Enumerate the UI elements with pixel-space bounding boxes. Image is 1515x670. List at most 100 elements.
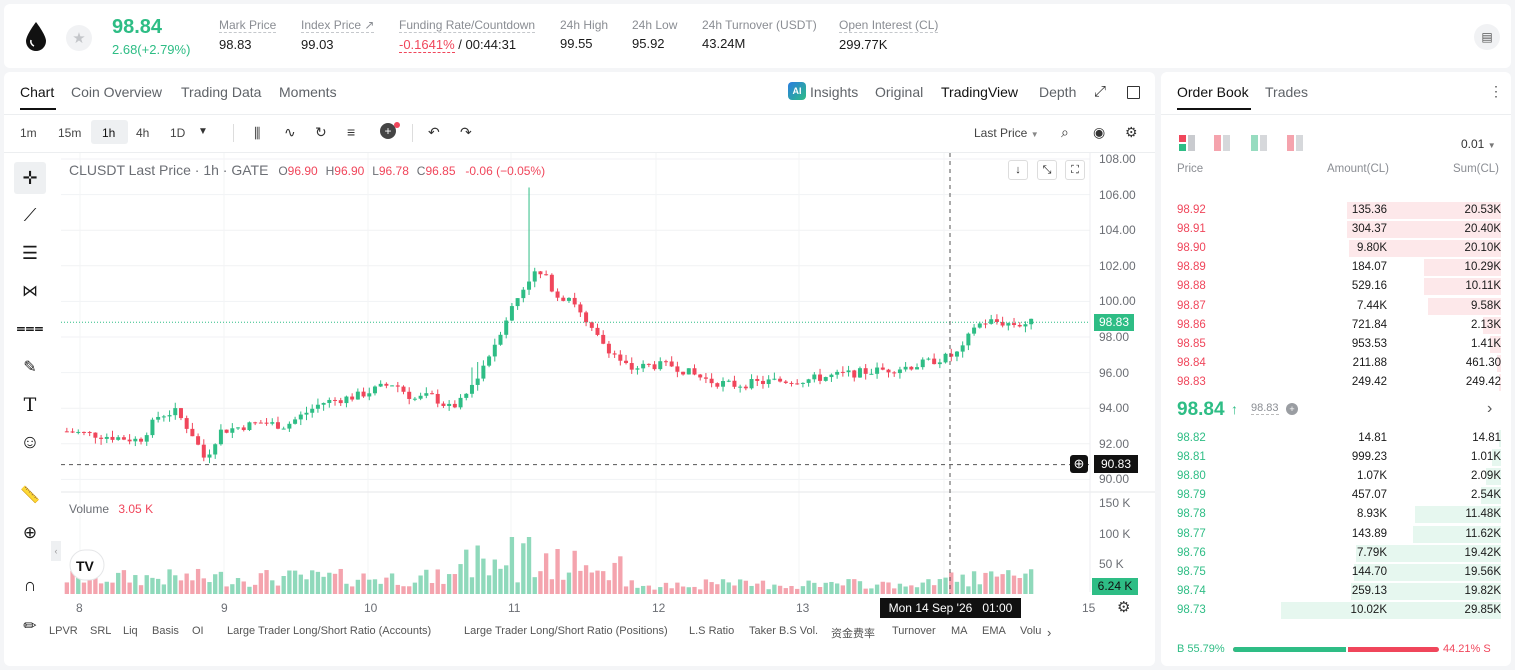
bid-row[interactable]: 98.77 143.89 11.62K [1161, 525, 1511, 544]
fullscreen-icon[interactable]: ⛶ [1065, 160, 1085, 180]
bid-row[interactable]: 98.78 8.93K 11.48K [1161, 505, 1511, 524]
ask-row[interactable]: 98.89 184.07 10.29K [1161, 258, 1511, 277]
indicator-ls-ratio[interactable]: L.S Ratio [689, 625, 735, 637]
tab-trades[interactable]: Trades [1265, 84, 1309, 100]
undo-icon[interactable]: ↶ [428, 124, 440, 140]
indicator-oi[interactable]: OI [192, 625, 204, 637]
tab-tradingview[interactable]: TradingView [941, 84, 1019, 100]
bid-row[interactable]: 98.74 259.13 19.82K [1161, 582, 1511, 601]
candle-type-icon[interactable]: ⫼ [254, 125, 261, 141]
timeframe-1d[interactable]: 1D [170, 126, 186, 140]
template-icon[interactable]: ≡ [347, 124, 356, 140]
bid-row[interactable]: 98.82 14.81 14.81 [1161, 429, 1511, 448]
bid-row[interactable]: 98.79 457.07 2.54K [1161, 486, 1511, 505]
order-amount: 211.88 [1352, 356, 1387, 369]
chevron-right-icon[interactable]: › [1047, 625, 1052, 640]
axis-settings-icon[interactable]: ⚙ [1117, 599, 1131, 616]
candle-body [133, 438, 138, 442]
text-tool-icon[interactable]: T [23, 394, 37, 416]
indicator-taker-vol[interactable]: Taker B.S Vol. [749, 625, 819, 637]
indicator-lt-ratio-positions[interactable]: Large Trader Long/Short Ratio (Positions… [464, 625, 668, 637]
view-asks-icon[interactable] [1214, 135, 1230, 151]
zoom-in-icon[interactable]: ⊕ [22, 523, 38, 542]
search-icon[interactable]: ⌕ [1061, 124, 1069, 140]
view-split-icon[interactable] [1287, 135, 1303, 151]
add-alert-plus-icon[interactable]: ⊕ [1070, 455, 1088, 473]
order-amount: 7.44K [1356, 299, 1387, 312]
more-icon[interactable]: ⋮ [1489, 83, 1503, 99]
scroll-to-end-icon[interactable]: ↓ [1008, 160, 1028, 180]
brush-icon[interactable]: ✎ [23, 359, 37, 376]
bid-row[interactable]: 98.80 1.07K 2.09K [1161, 467, 1511, 486]
tab-chart[interactable]: Chart [20, 84, 55, 100]
redo-icon[interactable]: ↷ [460, 124, 472, 140]
pencil-icon[interactable]: ✏ [23, 618, 37, 635]
ask-row[interactable]: 98.87 7.44K 9.58K [1161, 297, 1511, 316]
chevron-down-icon[interactable]: ▼ [198, 126, 208, 137]
ask-row[interactable]: 98.91 304.37 20.40K [1161, 220, 1511, 239]
ask-row[interactable]: 98.90 9.80K 20.10K [1161, 239, 1511, 258]
tab-order-book[interactable]: Order Book [1177, 84, 1249, 100]
bid-row[interactable]: 98.75 144.70 19.56K [1161, 563, 1511, 582]
stat-funding-rate: Funding Rate/Countdown -0.1641% / 00:44:… [399, 18, 536, 53]
depth-bar [1355, 544, 1501, 562]
indicator-volume[interactable]: Volu [1020, 625, 1042, 637]
favorite-star-icon[interactable]: ★ [66, 25, 92, 51]
order-price: 98.79 [1177, 489, 1206, 502]
fib-icon[interactable]: ⩶ [16, 320, 44, 337]
tab-depth[interactable]: Depth [1039, 84, 1077, 100]
indicator-turnover[interactable]: Turnover [892, 625, 936, 637]
settings-gear-icon[interactable]: ⚙ [1125, 124, 1138, 140]
timeframe-1m[interactable]: 1m [20, 126, 37, 140]
info-icon[interactable]: + [1286, 403, 1298, 415]
ask-row[interactable]: 98.83 249.42 249.42 [1161, 373, 1511, 392]
indicator-lt-ratio-accounts[interactable]: Large Trader Long/Short Ratio (Accounts) [227, 625, 432, 637]
tab-insights[interactable]: Insights [810, 84, 859, 100]
price-source-select[interactable]: Last Price ▼ [974, 126, 1039, 140]
expand-icon[interactable]: ⤢ [1094, 83, 1107, 100]
ask-row[interactable]: 98.84 211.88 461.30 [1161, 354, 1511, 373]
chevron-right-icon[interactable]: › [1487, 400, 1493, 417]
trend-line-icon[interactable]: ⟋ [23, 204, 37, 225]
timeframe-4h[interactable]: 4h [136, 126, 150, 140]
bid-row[interactable]: 98.76 7.79K 19.42K [1161, 544, 1511, 563]
parallel-lines-icon[interactable]: ☰ [21, 242, 39, 263]
indicator-lpvr[interactable]: LPVR [49, 625, 78, 637]
magnet-icon[interactable]: ∩ [23, 574, 37, 595]
ruler-icon[interactable]: 📏 [20, 487, 40, 504]
collapse-toolbar-icon[interactable]: ‹ [51, 541, 61, 561]
indicator-liq[interactable]: Liq [123, 625, 138, 637]
add-indicator-icon[interactable]: + [380, 123, 396, 139]
ask-row[interactable]: 98.86 721.84 2.13K [1161, 316, 1511, 335]
camera-icon[interactable]: ◉ [1093, 124, 1106, 140]
collapse-icon[interactable]: ⤡ [1037, 160, 1057, 180]
bid-row[interactable]: 98.81 999.23 1.01K [1161, 448, 1511, 467]
indicator-basis[interactable]: Basis [152, 625, 179, 637]
stat-index-price[interactable]: Index Price ↗ 99.03 [301, 18, 375, 52]
candlestick-chart[interactable]: TV [4, 72, 1155, 666]
bid-row[interactable]: 98.73 10.02K 29.85K [1161, 601, 1511, 620]
replay-icon[interactable]: ↻ [315, 124, 327, 140]
emoji-icon[interactable]: ☺ [20, 432, 40, 453]
tab-original[interactable]: Original [875, 84, 924, 100]
window-icon[interactable] [1127, 86, 1140, 99]
ask-row[interactable]: 98.85 953.53 1.41K [1161, 335, 1511, 354]
tab-coin-overview[interactable]: Coin Overview [71, 84, 163, 100]
pattern-icon[interactable]: ⋈ [22, 283, 38, 300]
indicator-srl[interactable]: SRL [90, 625, 112, 637]
tab-moments[interactable]: Moments [279, 84, 337, 100]
timeframe-1h[interactable]: 1h [102, 126, 116, 140]
view-both-icon[interactable] [1179, 135, 1195, 151]
book-icon[interactable]: ▤ [1474, 24, 1500, 50]
tab-trading-data[interactable]: Trading Data [181, 84, 262, 100]
precision-select[interactable]: 0.01 ▼ [1461, 137, 1496, 151]
timeframe-15m[interactable]: 15m [58, 126, 82, 140]
indicators-icon[interactable]: ∿ [284, 124, 296, 140]
ask-row[interactable]: 98.88 529.16 10.11K [1161, 277, 1511, 296]
indicator-ma[interactable]: MA [951, 625, 968, 637]
indicator-ema[interactable]: EMA [982, 625, 1006, 637]
ask-row[interactable]: 98.92 135.36 20.53K [1161, 201, 1511, 220]
crosshair-icon[interactable]: ✛ [14, 162, 46, 194]
view-bids-icon[interactable] [1251, 135, 1267, 151]
indicator-funding-rate[interactable]: 资金费率 [831, 627, 875, 640]
